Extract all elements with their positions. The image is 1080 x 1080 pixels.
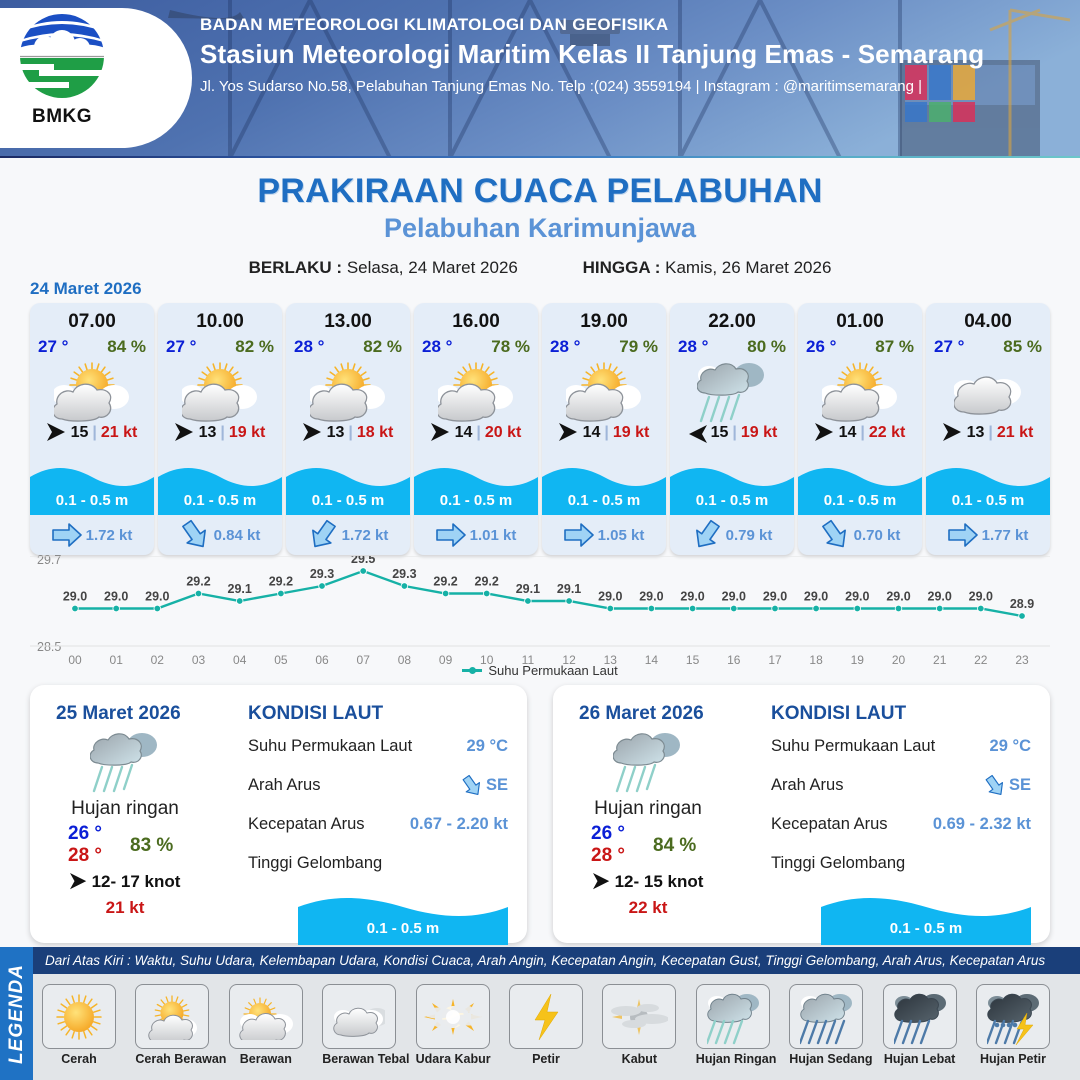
svg-text:29.0: 29.0 (845, 590, 869, 604)
svg-text:29.0: 29.0 (763, 590, 787, 604)
svg-text:29.0: 29.0 (886, 590, 910, 604)
svg-text:29.0: 29.0 (104, 590, 128, 604)
svg-text:29.3: 29.3 (310, 567, 334, 581)
svg-text:29.3: 29.3 (392, 567, 416, 581)
svg-text:29.0: 29.0 (639, 590, 663, 604)
svg-text:29.0: 29.0 (63, 590, 87, 604)
svg-text:29.0: 29.0 (145, 590, 169, 604)
svg-text:29.0: 29.0 (598, 590, 622, 604)
svg-text:29.2: 29.2 (475, 575, 499, 589)
svg-text:28.9: 28.9 (1010, 597, 1034, 611)
svg-text:29.0: 29.0 (804, 590, 828, 604)
svg-text:29.2: 29.2 (186, 575, 210, 589)
svg-text:29.1: 29.1 (516, 582, 540, 596)
svg-text:29.0: 29.0 (928, 590, 952, 604)
svg-text:29.0: 29.0 (722, 590, 746, 604)
svg-text:29.5: 29.5 (351, 556, 375, 566)
svg-text:29.2: 29.2 (433, 575, 457, 589)
svg-text:29.0: 29.0 (680, 590, 704, 604)
svg-text:29.0: 29.0 (969, 590, 993, 604)
svg-text:29.2: 29.2 (269, 575, 293, 589)
svg-text:29.1: 29.1 (557, 582, 581, 596)
svg-text:29.1: 29.1 (228, 582, 252, 596)
